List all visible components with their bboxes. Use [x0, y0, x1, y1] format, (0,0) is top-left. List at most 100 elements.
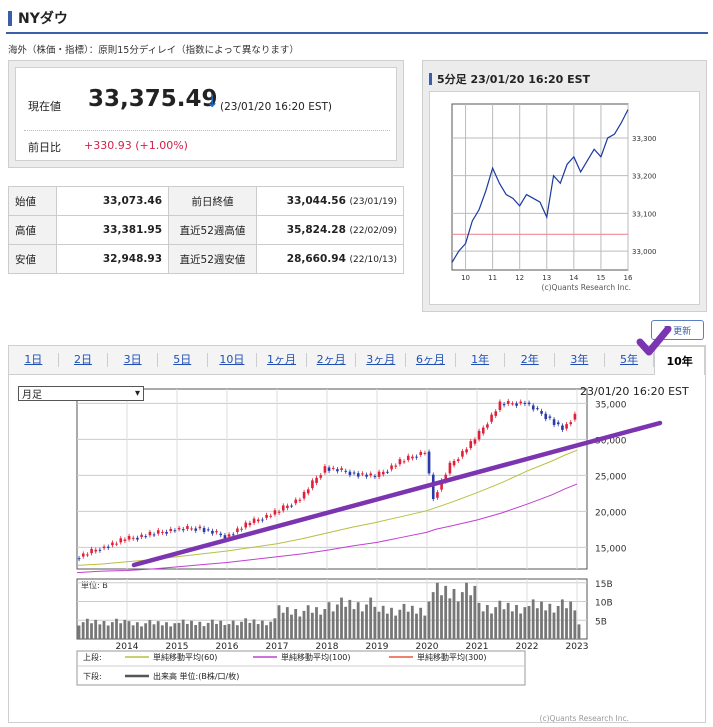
tab-5[interactable]: 1ヶ月 — [257, 353, 307, 367]
candle-body — [348, 471, 352, 476]
volume-bar — [340, 597, 343, 639]
checkmark-stroke — [636, 326, 672, 356]
volume-bar — [206, 622, 210, 639]
long-xtick: 2019 — [366, 642, 389, 652]
volume-bar — [502, 609, 506, 639]
volume-bar — [577, 624, 581, 639]
tab-6[interactable]: 2ヶ月 — [307, 353, 357, 367]
volume-bar — [544, 610, 548, 639]
volume-bar — [419, 607, 423, 639]
intraday-chart-box: 5分足 23/01/20 16:20 EST 33,300 33,200 33,10… — [422, 60, 707, 312]
volume-bar — [173, 623, 177, 639]
candle-body — [536, 408, 539, 410]
intraday-ytick: 33,300 — [632, 135, 657, 143]
candle-body — [315, 477, 318, 483]
52w-low-date: (22/10/13) — [349, 255, 397, 265]
volume-bar — [94, 619, 98, 639]
volume-bar — [365, 604, 368, 639]
intraday-xtick: 13 — [542, 274, 551, 282]
interval-select[interactable]: 月足 ▾ — [18, 386, 144, 401]
volume-bar — [152, 624, 156, 639]
price-ytick: 20,000 — [595, 508, 627, 518]
volume-bar — [327, 602, 331, 639]
tab-3[interactable]: 5日 — [158, 353, 208, 367]
tab-0[interactable]: 1日 — [9, 353, 59, 367]
candle-body — [165, 531, 168, 534]
volume-unit-label: 単位: B — [81, 580, 108, 590]
tab-2[interactable]: 3日 — [108, 353, 158, 367]
candle-body — [506, 401, 510, 404]
long-credit: (c)Quants Research Inc. — [540, 714, 629, 723]
long-xtick: 2016 — [216, 642, 239, 652]
delay-note: 海外（株価・指標）：原則15分ディレイ（指数によって異なります） — [8, 45, 299, 56]
volume-bar — [302, 610, 306, 639]
candle-body — [527, 402, 531, 405]
tab-10[interactable]: 2年 — [505, 353, 556, 367]
volume-bar — [310, 612, 314, 639]
ohlc-table: 始値 33,073.46 前日終値 33,044.56 (23/01/19) 高… — [8, 186, 404, 274]
volume-bar — [435, 582, 439, 639]
high-value: 33,381.95 — [56, 215, 169, 245]
volume-bar — [260, 620, 264, 639]
tab-11[interactable]: 3年 — [555, 353, 605, 367]
candle-body — [540, 410, 543, 414]
candle-body — [565, 424, 568, 429]
volume-bar — [406, 611, 410, 639]
long-xtick: 2017 — [266, 642, 289, 652]
candle-body — [498, 401, 502, 410]
volume-bar — [323, 609, 327, 639]
volume-bar — [515, 605, 518, 639]
tab-4[interactable]: 10日 — [208, 353, 258, 367]
intraday-xtick: 11 — [488, 274, 497, 282]
volume-bar — [185, 623, 189, 639]
volume-bar — [144, 623, 148, 639]
volume-bar — [240, 621, 243, 639]
intraday-accent-bar — [429, 73, 432, 85]
open-label: 始値 — [8, 186, 57, 216]
candle-body — [273, 510, 277, 515]
volume-ytick: 15B — [595, 580, 613, 590]
candle-body — [81, 553, 85, 557]
candle-body — [86, 554, 89, 556]
tab-8[interactable]: 6ヶ月 — [406, 353, 456, 367]
volume-bar — [306, 605, 310, 639]
volume-bar — [385, 613, 389, 639]
long-xtick: 2023 — [566, 642, 589, 652]
volume-bar — [119, 623, 123, 639]
tab-1[interactable]: 2日 — [59, 353, 109, 367]
prev-close-value: 33,044.56 (23/01/19) — [256, 186, 404, 216]
candle-body — [344, 470, 348, 472]
candle-body — [361, 473, 364, 475]
candle-body — [369, 473, 373, 476]
legend-ma300: 単純移動平均(300) — [417, 652, 487, 662]
volume-bar — [381, 605, 385, 639]
tab-12[interactable]: 5年 — [605, 353, 655, 367]
volume-bar — [473, 585, 477, 639]
candle-body — [181, 529, 185, 531]
tab-7[interactable]: 3ヶ月 — [356, 353, 407, 367]
page-title: NYダウ — [8, 8, 68, 28]
tab-13[interactable]: 10年 — [654, 345, 705, 376]
volume-bar — [115, 618, 118, 639]
volume-bar — [460, 592, 464, 639]
intraday-xtick: 15 — [596, 274, 605, 282]
current-price: 33,375.49 — [88, 86, 218, 112]
tab-9[interactable]: 1年 — [456, 353, 506, 367]
prev-close-label: 前日終値 — [168, 186, 257, 216]
candle-body — [261, 519, 264, 521]
52w-low-value: 28,660.94 (22/10/13) — [256, 244, 404, 274]
volume-bar — [519, 613, 523, 639]
candle-body — [286, 505, 289, 509]
volume-bar — [481, 611, 485, 639]
volume-bar — [394, 615, 398, 639]
candle-body — [515, 403, 518, 406]
candle-body — [502, 404, 506, 406]
candle-body — [298, 499, 302, 501]
candle-body — [386, 471, 389, 473]
candle-body — [186, 526, 189, 529]
candle-body — [511, 403, 514, 405]
volume-bar — [160, 625, 164, 639]
price-ytick: 30,000 — [595, 436, 627, 446]
volume-bar — [135, 622, 139, 639]
candle-body — [177, 527, 181, 530]
